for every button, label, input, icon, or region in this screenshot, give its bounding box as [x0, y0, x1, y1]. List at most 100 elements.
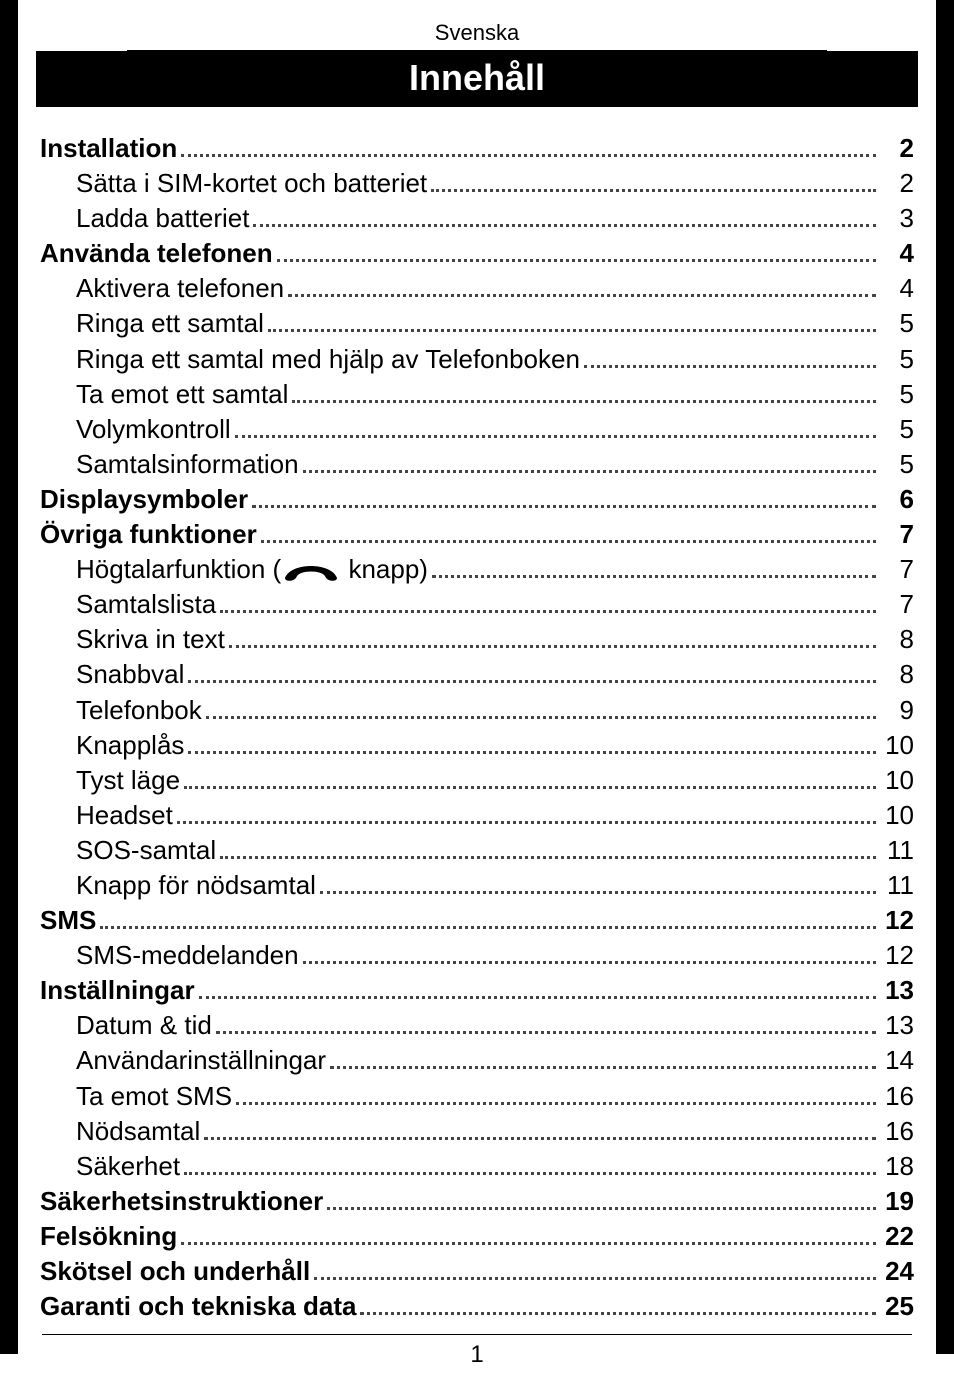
toc-entry-page: 5 [880, 412, 914, 447]
toc-entry-page: 14 [880, 1043, 914, 1078]
toc-entry-text: Telefonbok [40, 693, 202, 728]
toc-leader-dots [184, 1172, 876, 1175]
toc-entry-text: Knapp för nödsamtal [40, 868, 316, 903]
toc-leader-dots [235, 435, 876, 438]
toc-row: Samtalsinformation 5 [40, 447, 914, 482]
toc-entry-text: Samtalsinformation [40, 447, 299, 482]
toc-entry-page: 7 [880, 587, 914, 622]
toc-entry-page: 12 [880, 938, 914, 973]
toc-leader-dots [199, 996, 876, 999]
toc-leader-dots [303, 470, 876, 473]
toc-leader-dots [181, 1242, 876, 1245]
toc-entry-page: 10 [880, 798, 914, 833]
toc-entry-text: SOS-samtal [40, 833, 216, 868]
language-label: Svenska [0, 20, 954, 50]
toc-row: Installation 2 [40, 131, 914, 166]
toc-leader-dots [314, 1277, 876, 1280]
title-text: Innehåll [409, 57, 545, 98]
toc-entry-page: 10 [880, 728, 914, 763]
toc-entry-page: 12 [880, 903, 914, 938]
toc-entry-page: 7 [880, 517, 914, 552]
toc-row: Sätta i SIM-kortet och batteriet2 [40, 166, 914, 201]
toc-row: Telefonbok 9 [40, 693, 914, 728]
toc-entry-text: Nödsamtal [40, 1114, 200, 1149]
toc-entry-page: 5 [880, 447, 914, 482]
toc-leader-dots [236, 1102, 876, 1105]
toc-row: Användarinställningar14 [40, 1043, 914, 1078]
toc-entry-page: 16 [880, 1114, 914, 1149]
toc-row: Säkerhet 18 [40, 1149, 914, 1184]
toc-row: Skötsel och underhåll24 [40, 1254, 914, 1289]
toc-entry-text: SMS [40, 903, 96, 938]
toc-entry-page: 18 [880, 1149, 914, 1184]
toc-entry-page: 7 [880, 552, 914, 587]
toc-row: Skriva in text8 [40, 622, 914, 657]
page-number: 1 [0, 1335, 954, 1369]
toc-leader-dots [360, 1312, 876, 1315]
toc-row: Använda telefonen4 [40, 236, 914, 271]
toc-row: Övriga funktioner7 [40, 517, 914, 552]
toc-leader-dots [229, 645, 876, 648]
toc-entry-page: 19 [880, 1184, 914, 1219]
toc-leader-dots [100, 926, 876, 929]
toc-entry-page: 3 [880, 201, 914, 236]
toc-entry-page: 9 [880, 693, 914, 728]
toc-row: Headset10 [40, 798, 914, 833]
toc-entry-page: 8 [880, 657, 914, 692]
toc-row: Ta emot SMS16 [40, 1079, 914, 1114]
toc-entry-page: 22 [880, 1219, 914, 1254]
toc-entry-text: Ringa ett samtal [40, 306, 264, 341]
toc-entry-text: Skötsel och underhåll [40, 1254, 310, 1289]
toc-entry-text: Använda telefonen [40, 236, 273, 271]
handset-icon [281, 556, 341, 582]
toc-leader-dots [177, 821, 876, 824]
toc-leader-dots [432, 575, 876, 578]
toc-entry-text: Datum & tid [40, 1008, 212, 1043]
toc-leader-dots [220, 856, 876, 859]
toc-entry-page: 5 [880, 377, 914, 412]
page-right-margin-bar [936, 0, 954, 1354]
toc-row: Ladda batteriet 3 [40, 201, 914, 236]
toc-row: Ta emot ett samtal 5 [40, 377, 914, 412]
toc-entry-text: Snabbval [40, 657, 184, 692]
page-container: Svenska Innehåll Installation 2Sätta i SI… [0, 0, 954, 1379]
toc-entry-text: Knapplås [40, 728, 184, 763]
toc-entry-page: 4 [880, 271, 914, 306]
toc-entry-text: Säkerhet [40, 1149, 180, 1184]
toc-row: Knapp för nödsamtal11 [40, 868, 914, 903]
toc-entry-page: 13 [880, 973, 914, 1008]
toc-entry-text: Ladda batteriet [40, 201, 249, 236]
toc-leader-dots [220, 610, 876, 613]
toc-entry-page: 8 [880, 622, 914, 657]
toc-entry-page: 6 [880, 482, 914, 517]
toc-entry-text: Inställningar [40, 973, 195, 1008]
toc-row: Knapplås 10 [40, 728, 914, 763]
toc-entry-text: Ringa ett samtal med hjälp av Telefonbok… [40, 342, 580, 377]
toc-row: Displaysymboler 6 [40, 482, 914, 517]
toc-row: Inställningar 13 [40, 973, 914, 1008]
toc-leader-dots [252, 505, 876, 508]
toc-leader-dots [277, 259, 876, 262]
toc-entry-text: Displaysymboler [40, 482, 248, 517]
toc-row: SOS-samtal11 [40, 833, 914, 868]
toc-entry-text: Högtalarfunktion ( knapp) [40, 552, 428, 587]
toc-leader-dots [261, 540, 876, 543]
toc-entry-text: Samtalslista [40, 587, 216, 622]
toc-entry-text: Garanti och tekniska data [40, 1289, 356, 1324]
toc-row: Ringa ett samtal med hjälp av Telefonbok… [40, 342, 914, 377]
toc-entry-text: Ta emot ett samtal [40, 377, 288, 412]
toc-leader-dots [216, 1031, 876, 1034]
toc-row: SMS-meddelanden12 [40, 938, 914, 973]
toc-entry-text: Felsökning [40, 1219, 177, 1254]
toc-row: Högtalarfunktion ( knapp) 7 [40, 552, 914, 587]
toc-leader-dots [288, 294, 876, 297]
toc-entry-text-prefix: Högtalarfunktion ( [76, 554, 281, 584]
toc-entry-text: Installation [40, 131, 177, 166]
toc-leader-dots [320, 891, 876, 894]
table-of-contents: Installation 2Sätta i SIM-kortet och batt… [0, 131, 954, 1324]
toc-entry-page: 2 [880, 131, 914, 166]
toc-row: Ringa ett samtal5 [40, 306, 914, 341]
toc-row: SMS 12 [40, 903, 914, 938]
toc-leader-dots [204, 1137, 876, 1140]
toc-row: Säkerhetsinstruktioner19 [40, 1184, 914, 1219]
